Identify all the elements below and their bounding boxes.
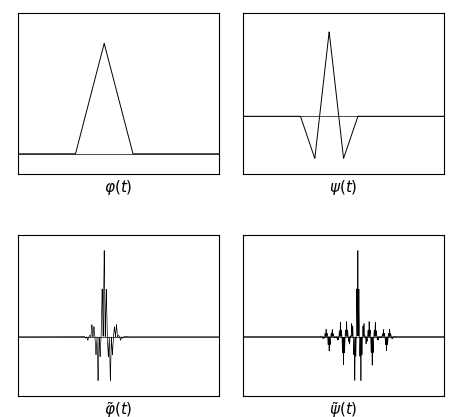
X-axis label: $\tilde{\psi}(t)$: $\tilde{\psi}(t)$ bbox=[329, 400, 358, 417]
X-axis label: $\tilde{\varphi}(t)$: $\tilde{\varphi}(t)$ bbox=[104, 400, 133, 417]
X-axis label: $\varphi(t)$: $\varphi(t)$ bbox=[104, 178, 133, 197]
X-axis label: $\psi(t)$: $\psi(t)$ bbox=[329, 178, 358, 197]
